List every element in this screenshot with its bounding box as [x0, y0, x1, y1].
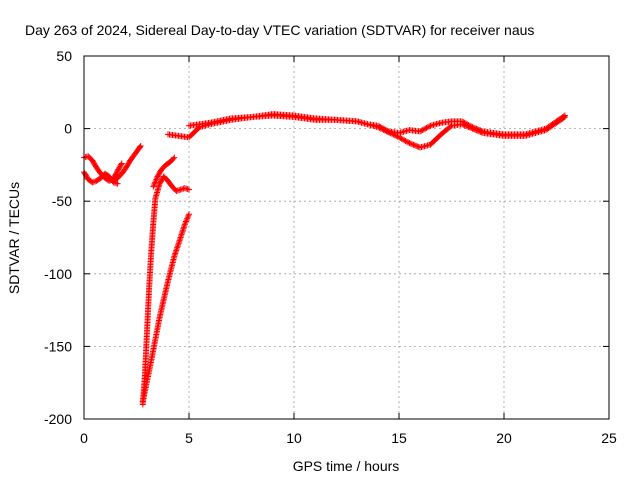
data-point-interp	[474, 126, 481, 133]
data-point-interp	[183, 217, 190, 224]
data-point-interp	[376, 123, 383, 130]
y-tick-label: -100	[44, 266, 72, 282]
data-point-interp	[410, 141, 417, 148]
series-track-dip-3	[150, 154, 178, 190]
y-tick-label: -200	[44, 411, 72, 427]
data-point-interp	[184, 215, 191, 222]
data-point-interp	[405, 139, 412, 146]
data-point-interp	[472, 125, 479, 132]
data-point-interp	[420, 126, 427, 133]
y-tick-label: -50	[52, 193, 72, 209]
data-point-interp	[382, 127, 389, 134]
x-tick-label: 25	[601, 430, 617, 446]
plot-frame	[83, 55, 610, 420]
data-point-interp	[464, 121, 471, 128]
data-point-interp	[468, 123, 475, 130]
x-tick-label: 15	[391, 430, 407, 446]
series-track-early-3	[110, 143, 144, 184]
data-point-interp	[403, 138, 410, 145]
series-track-dip-2	[139, 211, 192, 405]
data-point-interp	[422, 125, 429, 132]
data-point	[561, 112, 568, 119]
series-track-band	[186, 111, 568, 138]
x-axis-label: GPS time / hours	[293, 458, 400, 474]
data-point	[137, 143, 144, 150]
data-point-interp	[476, 126, 483, 133]
data-point-interp	[183, 218, 189, 225]
data-point-interp	[380, 125, 387, 132]
x-tick-label: 20	[496, 430, 512, 446]
data-point-interp	[152, 177, 159, 184]
data-point-interp	[418, 127, 425, 134]
data-point-interp	[414, 143, 421, 150]
data-point	[186, 211, 192, 218]
data-point-interp	[423, 124, 430, 131]
data-point-interp	[413, 142, 420, 149]
data-point-interp	[378, 124, 385, 131]
data-point	[150, 183, 157, 190]
data-point-interp	[461, 119, 468, 126]
data-point-interp	[470, 124, 477, 131]
data-point-interp	[118, 161, 125, 168]
data-points	[81, 111, 568, 408]
data-point-interp	[401, 137, 408, 144]
data-point	[114, 180, 121, 187]
data-point	[375, 122, 381, 129]
x-tick-label: 5	[185, 430, 193, 446]
data-point	[171, 154, 178, 161]
data-point-interp	[402, 137, 409, 144]
data-point-interp	[466, 122, 473, 129]
data-point-interp	[560, 113, 567, 120]
data-point-interp	[137, 143, 143, 150]
data-point-interp	[384, 127, 391, 134]
data-point-interp	[447, 123, 454, 130]
data-point-interp	[151, 180, 158, 187]
y-tick-label: -150	[44, 338, 72, 354]
data-point-interp	[381, 126, 388, 133]
data-point-interp	[465, 121, 472, 128]
data-point	[406, 140, 413, 147]
data-point-interp	[473, 125, 480, 132]
x-tick-label: 10	[286, 430, 302, 446]
data-point-interp	[150, 182, 157, 189]
series-track-early-2	[81, 169, 121, 187]
grid	[84, 56, 609, 419]
data-point-interp	[409, 141, 416, 148]
data-point-interp	[419, 127, 426, 134]
data-point-interp	[407, 140, 414, 147]
x-tick-label: 0	[80, 430, 88, 446]
data-point	[181, 221, 188, 228]
data-point-interp	[153, 176, 160, 183]
data-point	[469, 124, 476, 131]
chart-title: Day 263 of 2024, Sidereal Day-to-day VTE…	[25, 22, 534, 38]
data-point	[459, 118, 465, 125]
y-axis-label: SDTVAR / TECUs	[6, 182, 22, 294]
data-point-interp	[424, 124, 431, 131]
data-point-interp	[184, 214, 191, 221]
data-point	[118, 160, 125, 167]
data-point-interp	[460, 119, 467, 126]
data-point-interp	[397, 135, 404, 142]
data-point-interp	[152, 179, 159, 186]
data-point-interp	[411, 142, 418, 149]
data-point-interp	[170, 155, 177, 162]
axis-ticks: 0 5 10 15 20 25 -200 -150 -100 -50 0 50	[44, 48, 617, 446]
y-tick-label: 50	[56, 48, 72, 64]
data-point-interp	[185, 212, 192, 219]
data-point-interp	[399, 136, 406, 143]
data-point-interp	[153, 174, 160, 181]
data-point-interp	[398, 135, 405, 142]
data-point-interp	[377, 124, 384, 131]
data-point-interp	[426, 123, 433, 130]
data-point	[186, 186, 192, 193]
y-tick-label: 0	[64, 121, 72, 137]
data-point-interp	[477, 127, 484, 134]
data-point-interp	[478, 127, 485, 134]
data-point-interp	[462, 120, 469, 127]
data-point-interp	[182, 219, 189, 226]
data-point	[417, 128, 423, 135]
